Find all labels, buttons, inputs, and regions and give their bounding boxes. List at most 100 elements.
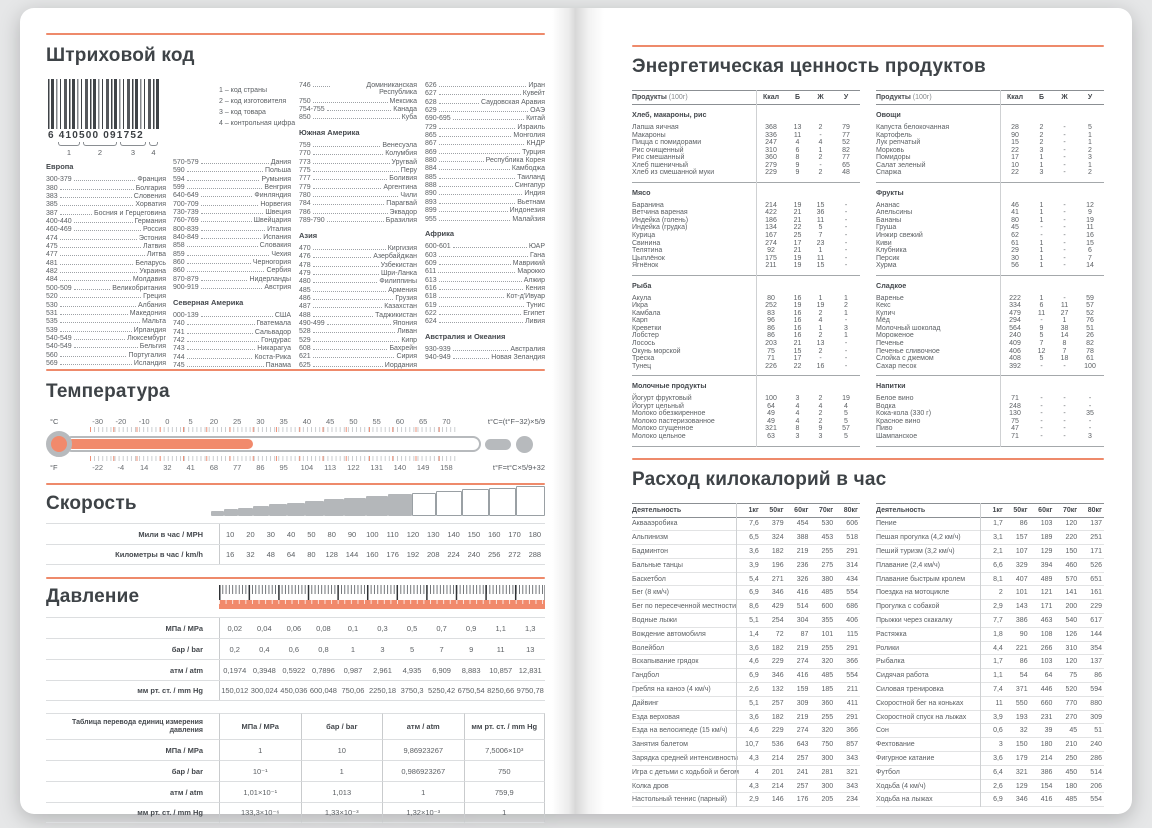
country-name: Венесуэла — [382, 142, 417, 150]
food-value: 19 — [793, 262, 802, 270]
activity-value: 329 — [1015, 561, 1028, 569]
speed-box-cell — [436, 490, 462, 516]
food-value: 77 — [842, 131, 850, 139]
activity-row: Водные лыжи 5,1 254 304 355 406 — [632, 614, 860, 628]
country-name: Исландия — [133, 359, 166, 367]
country-code: 000-139 — [173, 311, 199, 319]
country-code: 759 — [299, 142, 311, 150]
food-value: 2 — [818, 395, 823, 403]
leader-dots — [73, 334, 126, 340]
activity-value: 179 — [1015, 754, 1028, 762]
unit-value: 0,04 — [257, 623, 272, 633]
activity-value: 446 — [1040, 685, 1053, 693]
activity-value: 485 — [821, 589, 834, 597]
food-row: Хлеб пшеничный 279 9 - 65 — [632, 162, 860, 170]
activity-value: 600 — [821, 603, 834, 611]
activity-row: Вскапывание грядок 4,6 229 274 320 366 — [632, 655, 860, 670]
activity-value: 86 — [1019, 658, 1028, 666]
activity-value: 416 — [796, 589, 809, 597]
country-code-entry: 476 Азербайджан — [299, 252, 417, 260]
food-value: 13 — [816, 340, 825, 348]
food-name: Мороженое — [876, 332, 914, 340]
country-code: 520 — [46, 293, 58, 301]
food-value: 1 — [1039, 209, 1044, 217]
food-value: - — [844, 317, 848, 325]
food-col-header: Ж — [817, 94, 824, 101]
food-col-header: У — [843, 94, 849, 101]
food-value: 86 — [767, 332, 775, 340]
country-code: 770 — [299, 150, 311, 158]
scale-label: 32 — [163, 462, 172, 472]
food-row: Лобстер 86 16 2 1 — [632, 332, 860, 340]
country-code-entry: 616 Кения — [425, 284, 545, 292]
food-value: 5 — [818, 224, 823, 232]
food-value: 15 — [793, 347, 802, 355]
leader-dots — [452, 353, 490, 360]
country-code: 486 — [299, 294, 311, 302]
country-code: 786 — [299, 208, 311, 216]
thermometer-ticks-top — [90, 427, 458, 432]
activity-value: 606 — [846, 520, 858, 528]
food-value: 2 — [1039, 131, 1044, 139]
food-value: 17 — [793, 239, 802, 247]
scale-label: 55 — [372, 416, 381, 426]
activity-value: 144 — [1090, 630, 1102, 638]
food-row: Хлеб из смешанной муки 229 9 2 48 — [632, 169, 860, 177]
country-code-entry: 626 Иран — [425, 81, 545, 89]
activity-value: 554 — [846, 672, 858, 680]
leader-dots — [438, 292, 505, 299]
food-name: Инжир свежий — [876, 232, 923, 240]
thermometer-fill — [67, 439, 253, 449]
food-value: 80 — [1011, 216, 1019, 224]
activity-value: 141 — [1065, 589, 1078, 597]
food-name: Киви — [876, 239, 892, 247]
unit-value: 160 — [366, 550, 379, 559]
food-value: 4 — [818, 317, 823, 325]
food-value: 4 — [795, 417, 800, 425]
food-value: 49 — [767, 417, 775, 425]
country-name: Филиппины — [379, 278, 417, 286]
leader-dots — [438, 81, 527, 87]
country-code-entry: 490-499 Япония — [299, 319, 417, 327]
activity-value: 234 — [846, 796, 858, 804]
unit-value: 80 — [327, 529, 336, 539]
food-value: 4 — [795, 139, 800, 147]
food-value: 80 — [767, 294, 775, 302]
leader-dots — [312, 294, 394, 300]
food-value: 229 — [765, 169, 777, 177]
activity-col-header: 1кг — [992, 506, 1003, 514]
country-name: Алжир — [523, 276, 545, 284]
country-code: 742 — [173, 336, 185, 344]
country-code-entry: 385 Хорватия — [46, 200, 166, 208]
country-name: Маврикий — [512, 259, 545, 267]
food-value: 46 — [1011, 201, 1019, 209]
country-code-entry: 888 Сингапур — [425, 181, 545, 189]
activity-value: 2,1 — [993, 547, 1003, 555]
country-name: Узбекистан — [380, 261, 417, 269]
unit-value: 0,08 — [316, 623, 331, 633]
activity-value: 271 — [771, 575, 784, 583]
country-code-entry: 300-379 Франция — [46, 175, 166, 183]
country-code: 481 — [46, 259, 58, 267]
food-header-label: Продукты — [632, 94, 667, 101]
unit-label: МПа / MPa — [165, 623, 203, 633]
country-code: 880 — [425, 157, 437, 165]
food-row: Курица 167 25 7 - — [632, 232, 860, 240]
unit-value: 6,909 — [432, 665, 451, 675]
unit-row: Мили в час / MPH 10 20 30 40 50 80 90 100 110 120 1… — [46, 523, 545, 544]
food-name: Лобстер — [632, 332, 659, 340]
food-value: 3 — [1088, 432, 1092, 440]
activity-row: Баскетбол 5,4 271 326 380 434 — [632, 573, 860, 587]
food-value: 29 — [1011, 247, 1019, 255]
unit-values: 0,1974 0,3948 0,5922 0,7896 0,987 2,961 4,935 6… — [219, 660, 545, 680]
food-row: Рис смешанный 360 8 2 77 — [632, 154, 860, 162]
food-value: 408 — [1009, 355, 1021, 363]
activity-value: 6,9 — [749, 589, 759, 597]
food-value: 3 — [1088, 154, 1092, 162]
activity-value: 103 — [1040, 658, 1053, 666]
speed-conversion-rows: Мили в час / MPH 10 20 30 40 50 80 90 100 110 120 1… — [46, 523, 545, 565]
country-name: Сальвадор — [254, 328, 291, 336]
activity-value: 257 — [771, 699, 784, 707]
country-code-entry: 743 Никарагуа — [173, 344, 291, 352]
leader-dots — [312, 191, 399, 198]
